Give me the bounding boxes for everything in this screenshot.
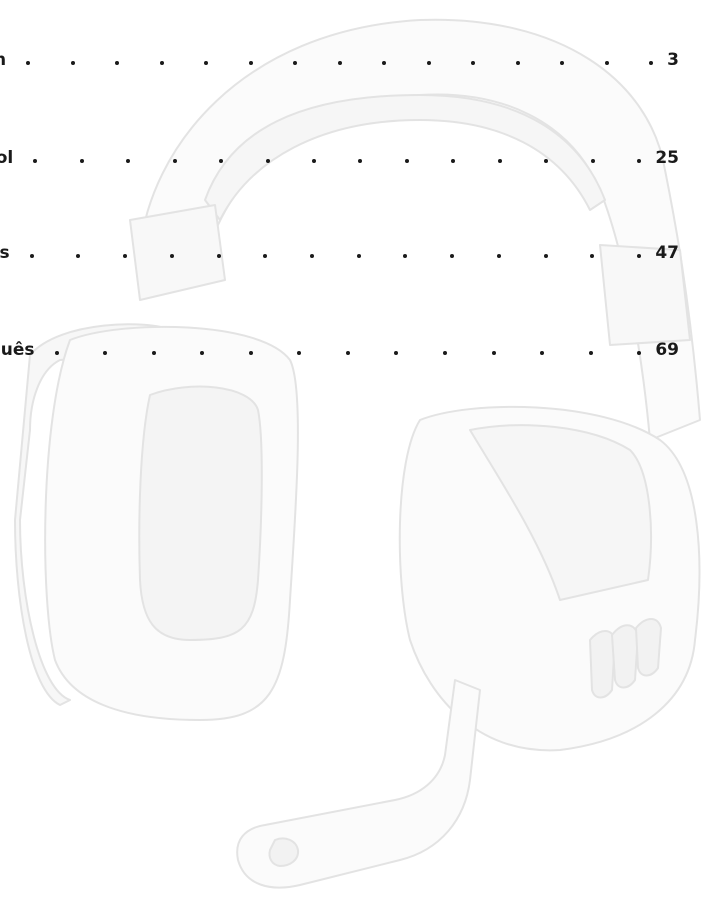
toc-dot-leader (6, 52, 667, 65)
toc-entry-page: 25 (655, 148, 679, 168)
toc-entry-page: 3 (667, 50, 679, 70)
toc-entry[interactable]: pañol 25 (0, 148, 679, 178)
toc-entry-label: pañol (0, 148, 14, 168)
toc-entry-label: nçais (0, 243, 10, 263)
toc-entry-page: 47 (655, 243, 679, 263)
toc-entry[interactable]: rtuguês 69 (0, 340, 679, 370)
toc-entry[interactable]: glish 3 (0, 50, 679, 80)
toc-dot-leader (13, 150, 655, 163)
toc-dot-leader (35, 342, 656, 355)
toc-entry-page: 69 (655, 340, 679, 360)
toc-entry-label: glish (0, 50, 6, 70)
toc-entry[interactable]: nçais 47 (0, 243, 679, 273)
toc-dot-leader (10, 245, 656, 258)
toc-entry-label: rtuguês (0, 340, 35, 360)
